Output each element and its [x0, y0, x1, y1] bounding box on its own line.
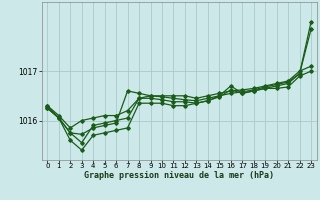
X-axis label: Graphe pression niveau de la mer (hPa): Graphe pression niveau de la mer (hPa) — [84, 171, 274, 180]
